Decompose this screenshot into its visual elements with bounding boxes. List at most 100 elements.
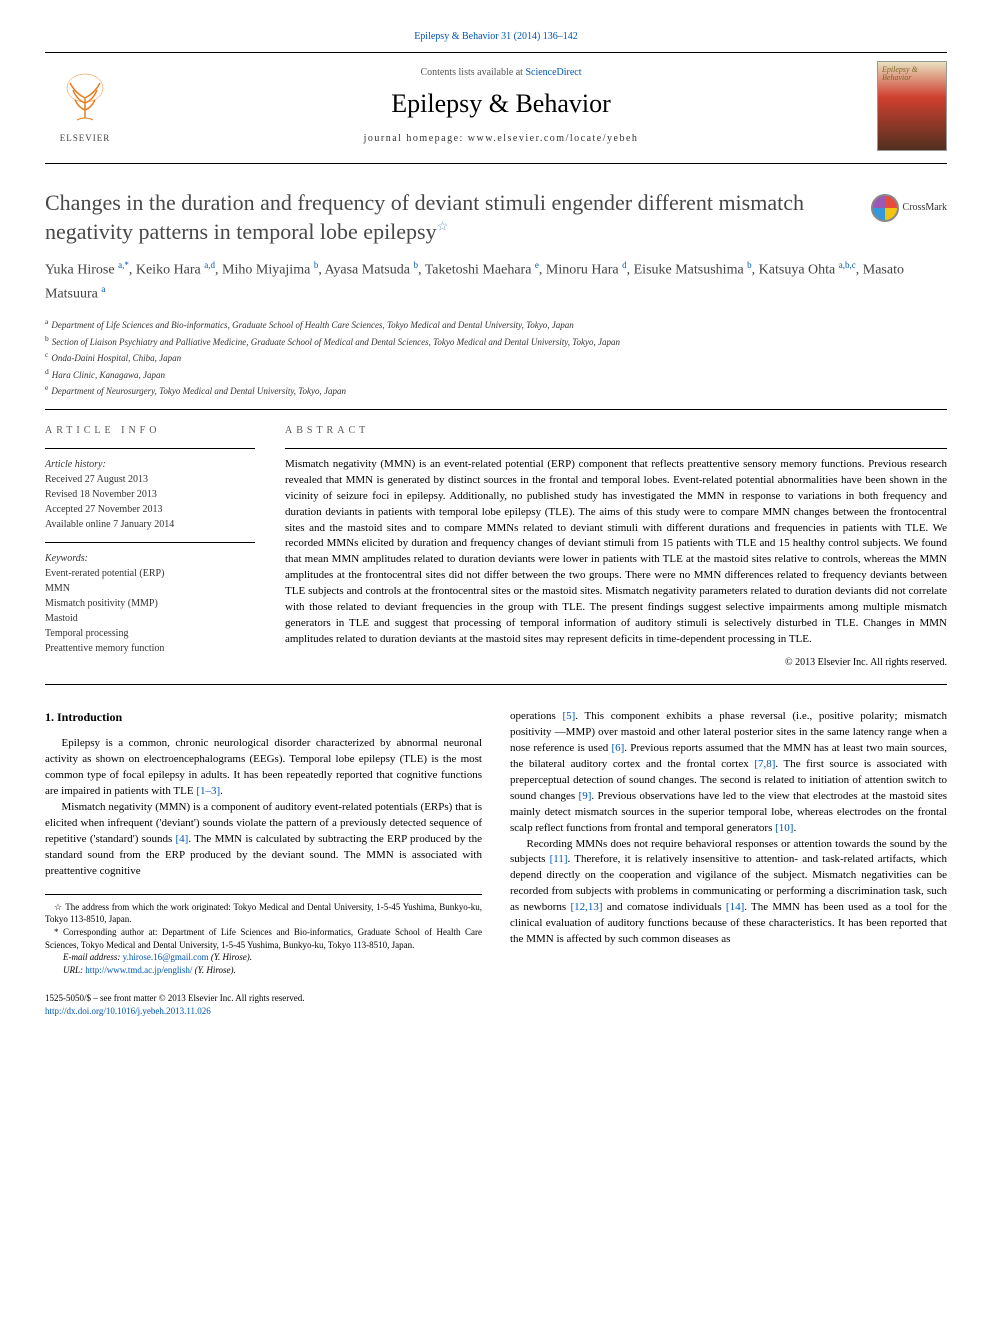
- ref-link-4[interactable]: [4]: [176, 833, 189, 845]
- author-name: , Ayasa Matsuda: [318, 263, 413, 278]
- intro-paragraph-1: Epilepsy is a common, chronic neurologic…: [45, 736, 482, 800]
- author-name: , Taketoshi Maehara: [418, 263, 535, 278]
- homepage-prefix: journal homepage:: [364, 133, 468, 144]
- affiliation-sup: d: [45, 367, 49, 376]
- affiliation-text: Hara Clinic, Kanagawa, Japan: [52, 370, 165, 380]
- cover-title: Epilepsy & Behavior: [882, 66, 946, 82]
- keyword-item: Mismatch positivity (MMP): [45, 596, 255, 611]
- affiliation-text: Onda-Daini Hospital, Chiba, Japan: [51, 353, 181, 363]
- footnote-email: E-mail address: y.hirose.16@gmail.com (Y…: [45, 951, 482, 964]
- p1-text: Epilepsy is a common, chronic neurologic…: [45, 737, 482, 797]
- body-two-columns: 1. Introduction Epilepsy is a common, ch…: [45, 709, 947, 976]
- author-name: , Katsuya Ohta: [752, 263, 839, 278]
- crossmark-label: CrossMark: [903, 201, 947, 215]
- abstract-text: Mismatch negativity (MMN) is an event-re…: [285, 448, 947, 648]
- publisher-logo: ELSEVIER: [45, 61, 125, 151]
- keyword-item: MMN: [45, 581, 255, 596]
- journal-cover-thumbnail: Epilepsy & Behavior: [877, 61, 947, 151]
- email-address[interactable]: y.hirose.16@gmail.com: [123, 952, 209, 962]
- header-center: Contents lists available at ScienceDirec…: [125, 66, 877, 146]
- title-footnote-star-icon: ☆: [437, 218, 449, 233]
- keyword-item: Temporal processing: [45, 626, 255, 641]
- author-name: , Minoru Hara: [539, 263, 622, 278]
- url-link[interactable]: http://www.tmd.ac.jp/english/: [85, 965, 192, 975]
- c2p1f: .: [793, 822, 796, 834]
- p1-end: .: [220, 785, 223, 797]
- body-column-right: operations [5]. This component exhibits …: [510, 709, 947, 976]
- author-affil-sup: a,d: [204, 260, 215, 270]
- url-label: URL:: [63, 965, 85, 975]
- affiliations-list: aDepartment of Life Sciences and Bio-inf…: [45, 316, 947, 399]
- contents-prefix: Contents lists available at: [420, 67, 525, 78]
- affiliation-text: Section of Liaison Psychiatry and Pallia…: [52, 337, 620, 347]
- affiliation-line: cOnda-Daini Hospital, Chiba, Japan: [45, 349, 947, 366]
- issn-line: 1525-5050/$ – see front matter © 2013 El…: [45, 992, 305, 1005]
- section-divider: [45, 684, 947, 685]
- affiliation-sup: c: [45, 350, 48, 359]
- ref-link-10[interactable]: [10]: [775, 822, 793, 834]
- affiliation-sup: a: [45, 317, 48, 326]
- author-name: Yuka Hirose: [45, 263, 118, 278]
- col2-paragraph-1: operations [5]. This component exhibits …: [510, 709, 947, 837]
- affiliation-line: dHara Clinic, Kanagawa, Japan: [45, 366, 947, 383]
- online-date: Available online 7 January 2014: [45, 517, 255, 532]
- body-column-left: 1. Introduction Epilepsy is a common, ch…: [45, 709, 482, 976]
- ref-link-6[interactable]: [6]: [611, 742, 624, 754]
- title-text: Changes in the duration and frequency of…: [45, 190, 804, 244]
- crossmark-badge[interactable]: CrossMark: [871, 194, 947, 222]
- article-info-heading: article info: [45, 424, 255, 438]
- ref-link-14[interactable]: [14]: [726, 901, 744, 913]
- article-header: Changes in the duration and frequency of…: [45, 189, 947, 246]
- contents-lists-line: Contents lists available at ScienceDirec…: [125, 66, 877, 80]
- email-label: E-mail address:: [63, 952, 123, 962]
- homepage-url[interactable]: www.elsevier.com/locate/yebeh: [468, 133, 639, 144]
- keyword-item: Preattentive memory function: [45, 641, 255, 656]
- footnote-star: ☆ The address from which the work origin…: [45, 901, 482, 926]
- affiliation-sup: b: [45, 334, 49, 343]
- ref-link-7-8[interactable]: [7,8]: [754, 758, 775, 770]
- ref-link-12-13[interactable]: [12,13]: [570, 901, 602, 913]
- footnote-url: URL: http://www.tmd.ac.jp/english/ (Y. H…: [45, 964, 482, 977]
- ref-link-9[interactable]: [9]: [579, 790, 592, 802]
- history-label: Article history:: [45, 457, 255, 472]
- doi-link[interactable]: http://dx.doi.org/10.1016/j.yebeh.2013.1…: [45, 1005, 305, 1018]
- author-name: , Miho Miyajima: [215, 263, 314, 278]
- received-date: Received 27 August 2013: [45, 472, 255, 487]
- publisher-name: ELSEVIER: [60, 132, 111, 145]
- article-history-block: Article history: Received 27 August 2013…: [45, 448, 255, 532]
- ref-link-11[interactable]: [11]: [550, 853, 568, 865]
- footnotes-block: ☆ The address from which the work origin…: [45, 894, 482, 977]
- elsevier-tree-icon: [55, 68, 115, 128]
- ref-link-5[interactable]: [5]: [562, 710, 575, 722]
- page-footer: 1525-5050/$ – see front matter © 2013 El…: [45, 992, 947, 1017]
- article-title: Changes in the duration and frequency of…: [45, 189, 947, 246]
- footnote-corresponding: * Corresponding author at: Department of…: [45, 926, 482, 951]
- article-info-column: article info Article history: Received 2…: [45, 424, 255, 670]
- crossmark-icon: [871, 194, 899, 222]
- c2p1a: operations: [510, 710, 562, 722]
- introduction-heading: 1. Introduction: [45, 709, 482, 726]
- abstract-heading: abstract: [285, 424, 947, 438]
- affiliation-text: Department of Neurosurgery, Tokyo Medica…: [51, 386, 346, 396]
- email-owner: (Y. Hirose).: [209, 952, 252, 962]
- author-name: , Keiko Hara: [129, 263, 204, 278]
- section-divider: [45, 409, 947, 410]
- intro-paragraph-2: Mismatch negativity (MMN) is a component…: [45, 800, 482, 880]
- affiliation-sup: e: [45, 383, 48, 392]
- c2p2c: and comatose individuals: [603, 901, 726, 913]
- homepage-line: journal homepage: www.elsevier.com/locat…: [125, 132, 877, 146]
- affiliation-line: bSection of Liaison Psychiatry and Palli…: [45, 333, 947, 350]
- sciencedirect-link[interactable]: ScienceDirect: [525, 67, 581, 78]
- authors-list: Yuka Hirose a,*, Keiko Hara a,d, Miho Mi…: [45, 258, 947, 306]
- journal-header: ELSEVIER Contents lists available at Sci…: [45, 52, 947, 164]
- affiliation-text: Department of Life Sciences and Bio-info…: [51, 320, 573, 330]
- top-citation[interactable]: Epilepsy & Behavior 31 (2014) 136–142: [45, 30, 947, 44]
- ref-link-1-3[interactable]: [1–3]: [196, 785, 220, 797]
- info-abstract-row: article info Article history: Received 2…: [45, 424, 947, 670]
- keywords-label: Keywords:: [45, 551, 255, 566]
- author-name: , Eisuke Matsushima: [627, 263, 748, 278]
- abstract-copyright: © 2013 Elsevier Inc. All rights reserved…: [285, 656, 947, 670]
- url-owner: (Y. Hirose).: [192, 965, 235, 975]
- affiliation-line: aDepartment of Life Sciences and Bio-inf…: [45, 316, 947, 333]
- affiliation-line: eDepartment of Neurosurgery, Tokyo Medic…: [45, 382, 947, 399]
